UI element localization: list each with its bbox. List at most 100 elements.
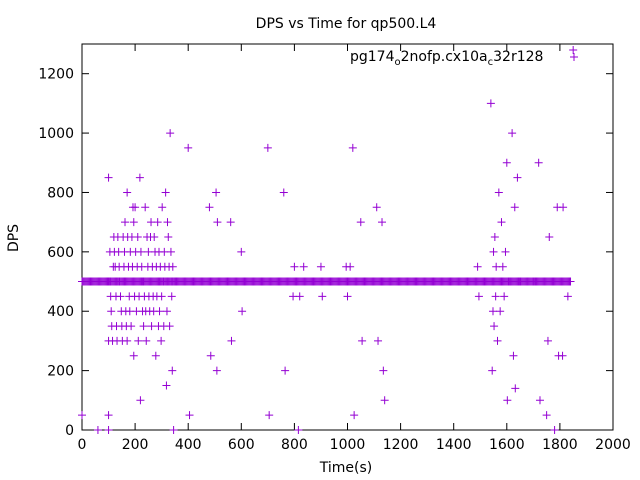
data-point xyxy=(566,277,575,286)
data-point xyxy=(510,203,519,212)
data-points xyxy=(78,45,578,434)
x-axis-label: Time(s) xyxy=(319,460,372,476)
x-axis-ticks: 0 200 400 600 800 1000 1200 1400 1600 1800 2000 xyxy=(78,44,631,453)
data-point xyxy=(374,336,383,345)
legend-label-sub: o xyxy=(395,57,401,68)
data-point xyxy=(294,426,303,434)
y-tick-label: 600 xyxy=(47,245,74,261)
data-point xyxy=(501,247,510,256)
data-point xyxy=(511,384,520,393)
data-point xyxy=(563,292,572,301)
data-point xyxy=(516,277,525,286)
data-point xyxy=(378,218,387,227)
data-point xyxy=(142,336,151,345)
data-point xyxy=(490,322,499,331)
data-point xyxy=(543,336,552,345)
data-point xyxy=(123,188,132,197)
data-point xyxy=(497,218,506,227)
x-tick-label: 2000 xyxy=(595,437,631,453)
data-point xyxy=(318,292,327,301)
data-point xyxy=(488,307,497,316)
legend-label-part: 2nofp.cx10a xyxy=(401,49,488,65)
data-point xyxy=(237,247,246,256)
data-point xyxy=(488,366,497,375)
data-point xyxy=(104,173,113,182)
data-point xyxy=(290,262,299,271)
data-point xyxy=(206,351,215,360)
data-point xyxy=(227,336,236,345)
data-point xyxy=(502,158,511,167)
y-tick-label: 800 xyxy=(47,185,74,201)
y-axis-ticks: 0 200 400 600 800 1000 1200 xyxy=(38,67,613,439)
data-point xyxy=(141,203,150,212)
data-point xyxy=(129,351,138,360)
data-point xyxy=(127,322,136,331)
data-point xyxy=(150,233,159,241)
data-point xyxy=(358,336,367,345)
data-point xyxy=(295,292,304,301)
x-tick-label: 0 xyxy=(78,437,87,453)
data-point xyxy=(151,351,160,360)
data-point xyxy=(503,396,512,405)
data-point xyxy=(513,173,522,182)
data-point xyxy=(107,307,116,316)
data-point xyxy=(168,366,177,375)
data-point xyxy=(542,411,551,420)
x-tick-label: 1800 xyxy=(542,437,578,453)
data-point xyxy=(238,307,247,316)
y-tick-label: 200 xyxy=(47,364,74,380)
x-tick-label: 1200 xyxy=(383,437,419,453)
data-point xyxy=(185,411,194,420)
y-tick-label: 1200 xyxy=(38,67,74,83)
chart-title: DPS vs Time for qp500.L4 xyxy=(256,16,437,32)
data-point xyxy=(212,188,221,197)
data-point xyxy=(500,292,509,301)
data-point xyxy=(153,218,162,227)
data-point xyxy=(348,143,357,152)
data-point xyxy=(490,233,499,241)
data-point xyxy=(104,277,113,286)
legend-label-part: pg174 xyxy=(350,49,395,65)
data-point xyxy=(558,351,567,360)
y-tick-label: 1000 xyxy=(38,126,74,142)
data-point xyxy=(491,292,500,301)
data-point xyxy=(343,292,352,301)
data-point xyxy=(162,381,171,390)
x-tick-label: 200 xyxy=(122,437,149,453)
data-point xyxy=(550,426,559,434)
data-point xyxy=(316,262,325,271)
data-point xyxy=(350,411,359,420)
data-point xyxy=(139,322,148,331)
legend-label-part: 32r128 xyxy=(493,49,543,65)
data-point xyxy=(134,336,143,345)
y-tick-label: 0 xyxy=(65,423,74,439)
data-point xyxy=(529,277,538,286)
legend-label-sub: c xyxy=(488,57,494,68)
data-point xyxy=(157,336,166,345)
data-point xyxy=(167,292,176,301)
data-point xyxy=(474,292,483,301)
data-point xyxy=(129,218,138,227)
data-point xyxy=(380,396,389,405)
data-point xyxy=(169,426,178,434)
legend: pg174o2nofp.cx10ac32r128 xyxy=(350,49,578,68)
data-point xyxy=(356,218,365,227)
data-point xyxy=(158,203,167,212)
data-point xyxy=(161,188,170,197)
data-point xyxy=(157,292,166,301)
data-point xyxy=(263,143,272,152)
x-tick-label: 800 xyxy=(281,437,308,453)
data-point xyxy=(163,218,172,227)
data-point xyxy=(131,203,140,212)
x-tick-label: 1400 xyxy=(436,437,472,453)
data-point xyxy=(158,277,167,286)
data-point xyxy=(299,262,308,271)
data-point xyxy=(136,247,145,256)
data-point xyxy=(115,277,124,286)
data-point xyxy=(166,129,175,138)
data-point xyxy=(184,143,193,152)
data-point xyxy=(281,366,290,375)
data-point xyxy=(496,307,505,316)
data-point xyxy=(139,277,148,286)
